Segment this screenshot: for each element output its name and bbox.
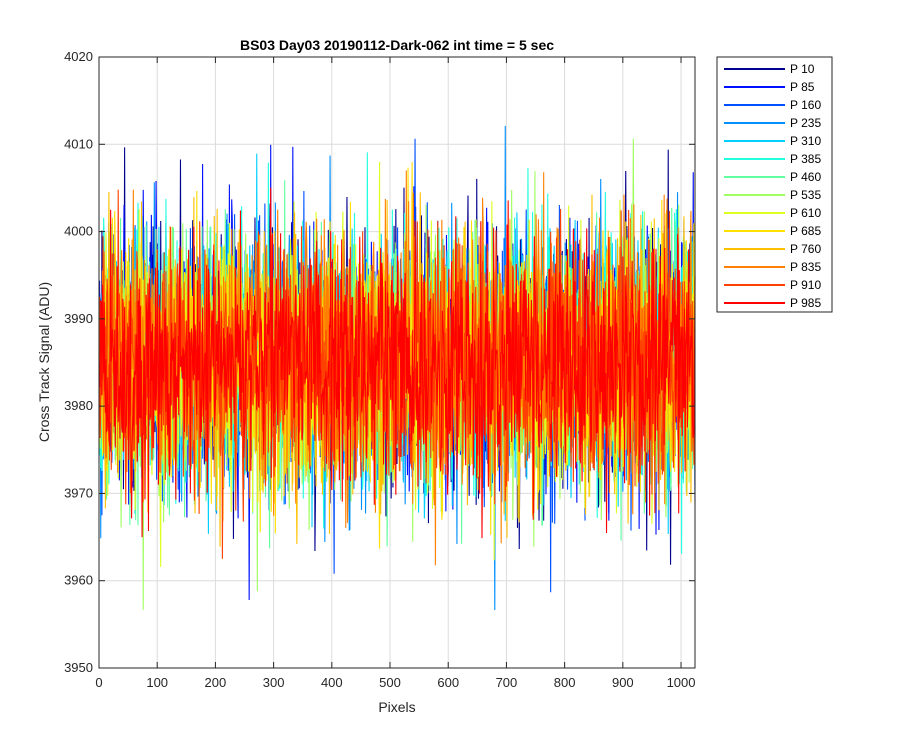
legend-label: P 610	[790, 206, 821, 220]
x-tick-label: 600	[437, 675, 459, 690]
legend-label: P 460	[790, 170, 821, 184]
y-tick-label: 4010	[64, 136, 93, 151]
legend-label: P 685	[790, 224, 821, 238]
legend-label: P 310	[790, 134, 821, 148]
x-tick-label: 800	[554, 675, 576, 690]
plot-frame	[98, 56, 696, 669]
y-tick-label: 3990	[64, 311, 93, 326]
y-tick-label: 4000	[64, 224, 93, 239]
x-tick-label: 100	[146, 675, 168, 690]
chart-title: BS03 Day03 20190112-Dark-062 int time = …	[240, 37, 554, 53]
y-tick-label: 3960	[64, 573, 93, 588]
ticks: 0 100 200 300 400 500 600 700 800 900 1000 3950 3960…	[64, 49, 695, 690]
y-tick-label: 3980	[64, 398, 93, 413]
y-tick-label: 4020	[64, 49, 93, 64]
y-tick-label: 3950	[64, 660, 93, 675]
x-tick-label: 500	[379, 675, 401, 690]
legend-label: P 835	[790, 260, 821, 274]
x-tick-label: 0	[95, 675, 102, 690]
legend-label: P 760	[790, 242, 821, 256]
y-tick-label: 3970	[64, 485, 93, 500]
x-tick-label: 700	[496, 675, 518, 690]
y-axis-label: Cross Track Signal (ADU)	[36, 282, 52, 442]
legend-label: P 385	[790, 152, 821, 166]
series-line-14	[99, 187, 696, 539]
legend-label: P 910	[790, 278, 821, 292]
legend-label: P 985	[790, 296, 821, 310]
legend-label: P 160	[790, 98, 821, 112]
series-lines	[99, 125, 696, 610]
legend-box	[716, 56, 833, 313]
x-tick-label: 300	[263, 675, 285, 690]
x-tick-label: 200	[205, 675, 227, 690]
legend: P 10 P 85 P 160 P 235 P 310 P 385 P 460 P 535 P …	[716, 56, 833, 313]
x-tick-label: 900	[612, 675, 634, 690]
x-tick-label: 1000	[667, 675, 696, 690]
x-tick-label: 400	[321, 675, 343, 690]
legend-label: P 10	[790, 62, 815, 76]
legend-label: P 85	[790, 80, 815, 94]
x-axis-label: Pixels	[378, 699, 415, 715]
legend-label: P 235	[790, 116, 821, 130]
legend-label: P 535	[790, 188, 821, 202]
